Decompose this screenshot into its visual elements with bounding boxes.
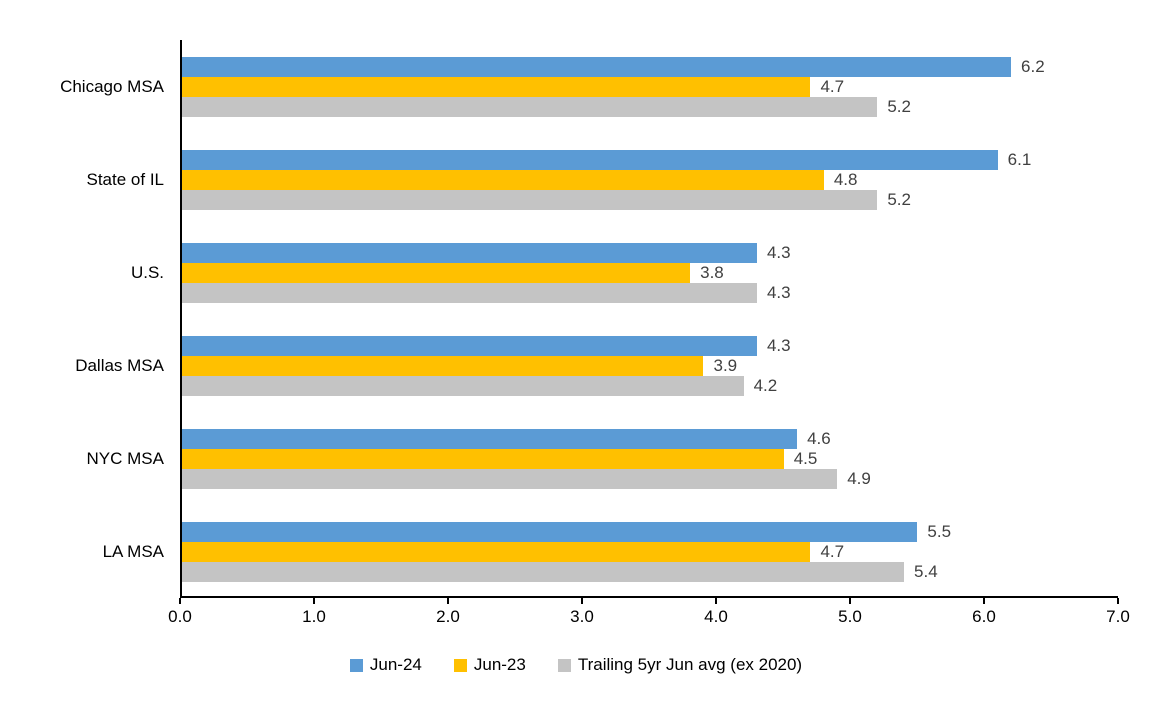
- bar-trailing-5yr-jun-avg-ex-2020-: [182, 189, 878, 210]
- bar-data-label: 4.7: [820, 541, 845, 561]
- bar-row: 4.9: [182, 468, 1118, 489]
- bar-trailing-5yr-jun-avg-ex-2020-: [182, 375, 744, 396]
- bar-jun-23: [182, 448, 784, 469]
- x-axis-tick: [313, 598, 315, 604]
- bar-group: 6.2 4.7 5.2: [182, 40, 1118, 133]
- bar-group: 5.5 4.7 5.4: [182, 505, 1118, 598]
- bar-row: 4.3: [182, 242, 1118, 263]
- bar-data-label: 3.9: [713, 355, 738, 375]
- bar-data-label: 4.3: [766, 282, 791, 302]
- x-axis-tick: [715, 598, 717, 604]
- bar-row: 4.6: [182, 428, 1118, 449]
- bar-row: 6.2: [182, 56, 1118, 77]
- bar-row: 5.2: [182, 189, 1118, 210]
- bar-group: 6.1 4.8 5.2: [182, 133, 1118, 226]
- x-axis-tick: [849, 598, 851, 604]
- category-label: Chicago MSA: [60, 76, 164, 96]
- category-label: U.S.: [130, 262, 164, 282]
- bar-jun-24: [182, 335, 757, 356]
- x-axis-tick-label: 4.0: [704, 607, 728, 626]
- bar-row: 4.5: [182, 448, 1118, 469]
- x-axis-tick: [447, 598, 449, 604]
- legend-label: Jun-24: [369, 655, 422, 674]
- x-axis-tick: [983, 598, 985, 604]
- bar-row: 4.7: [182, 541, 1118, 562]
- bar-data-label: 5.2: [887, 189, 911, 209]
- bar-group: 4.3 3.8 4.3: [182, 226, 1118, 319]
- bar-trailing-5yr-jun-avg-ex-2020-: [182, 96, 878, 117]
- bar-row: 5.5: [182, 521, 1118, 542]
- x-axis-tick-label: 0.0: [168, 607, 192, 626]
- bar-data-label: 4.6: [807, 428, 831, 448]
- legend-label: Jun-23: [473, 655, 526, 674]
- bar-data-label: 3.8: [700, 262, 724, 282]
- x-axis-tick-label: 6.0: [972, 607, 996, 626]
- x-axis: 0.0 1.0 2.0 3.0 4.0 5.0 6.0 7.0: [168, 598, 1130, 638]
- x-axis-tick: [581, 598, 583, 604]
- legend-item: Jun-23: [453, 655, 526, 675]
- category-label: State of IL: [86, 169, 165, 189]
- x-axis-tick-label: 3.0: [570, 607, 594, 626]
- bar-row: 4.3: [182, 335, 1118, 356]
- bar-row: 4.8: [182, 169, 1118, 190]
- bar-jun-23: [182, 262, 691, 283]
- bar-jun-24: [182, 242, 757, 263]
- bar-jun-23: [182, 76, 811, 97]
- legend-swatch-icon: [453, 658, 467, 672]
- bar-jun-24: [182, 521, 918, 542]
- bar-row: 4.3: [182, 282, 1118, 303]
- legend: Jun-24 Jun-23 Trailing 5yr Jun avg (ex 202…: [0, 650, 1152, 680]
- bar-row: 5.2: [182, 96, 1118, 117]
- bar-row: 5.4: [182, 561, 1118, 582]
- x-axis-tick: [179, 598, 181, 604]
- bar-jun-24: [182, 149, 998, 170]
- bar-data-label: 4.9: [847, 468, 871, 488]
- bar-data-label: 4.8: [833, 169, 858, 189]
- bar-data-label: 4.3: [766, 335, 791, 355]
- bar-group: 4.6 4.5 4.9: [182, 412, 1118, 505]
- bar-trailing-5yr-jun-avg-ex-2020-: [182, 561, 905, 582]
- bar-row: 4.2: [182, 375, 1118, 396]
- bar-jun-24: [182, 56, 1012, 77]
- category-axis-labels: Chicago MSA State of IL U.S. Dallas MSA NYC …: [0, 40, 166, 598]
- bar-jun-24: [182, 428, 798, 449]
- legend-item: Trailing 5yr Jun avg (ex 2020): [557, 655, 803, 675]
- bar-jun-23: [182, 169, 824, 190]
- x-axis-tick-label: 5.0: [838, 607, 862, 626]
- bar-trailing-5yr-jun-avg-ex-2020-: [182, 468, 838, 489]
- category-label: NYC MSA: [86, 448, 164, 468]
- bar-data-label: 5.4: [914, 561, 938, 581]
- x-axis-tick: [1117, 598, 1119, 604]
- bar-data-label: 5.5: [927, 521, 952, 541]
- bar-row: 3.9: [182, 355, 1118, 376]
- bar-row: 4.7: [182, 76, 1118, 97]
- x-axis-tick-label: 1.0: [302, 607, 326, 626]
- bar-row: 6.1: [182, 149, 1118, 170]
- legend-swatch-icon: [557, 658, 571, 672]
- bar-data-label: 4.2: [753, 375, 778, 395]
- bar-row: 3.8: [182, 262, 1118, 283]
- bar-data-label: 5.2: [887, 96, 911, 116]
- x-axis-tick-label: 7.0: [1106, 607, 1130, 626]
- category-label: Dallas MSA: [75, 355, 164, 375]
- bar-trailing-5yr-jun-avg-ex-2020-: [182, 282, 757, 303]
- legend-label: Trailing 5yr Jun avg (ex 2020): [577, 655, 803, 674]
- bar-jun-23: [182, 541, 811, 562]
- category-label: LA MSA: [102, 541, 164, 561]
- legend-item: Jun-24: [349, 655, 422, 675]
- bar-data-label: 6.1: [1007, 149, 1032, 169]
- bar-data-label: 4.3: [766, 242, 791, 262]
- bar-jun-23: [182, 355, 704, 376]
- bar-group: 4.3 3.9 4.2: [182, 319, 1118, 412]
- legend-swatch-icon: [349, 658, 363, 672]
- bar-data-label: 4.5: [793, 448, 818, 468]
- bar-data-label: 4.7: [820, 76, 845, 96]
- plot-area: 6.2 4.7 5.2 6.1 4.8 5.2 4.3 3.8 4.3 4.3 3.9 4.2 4.6 4…: [180, 40, 1118, 598]
- bar-data-label: 6.2: [1021, 56, 1045, 76]
- x-axis-tick-label: 2.0: [436, 607, 460, 626]
